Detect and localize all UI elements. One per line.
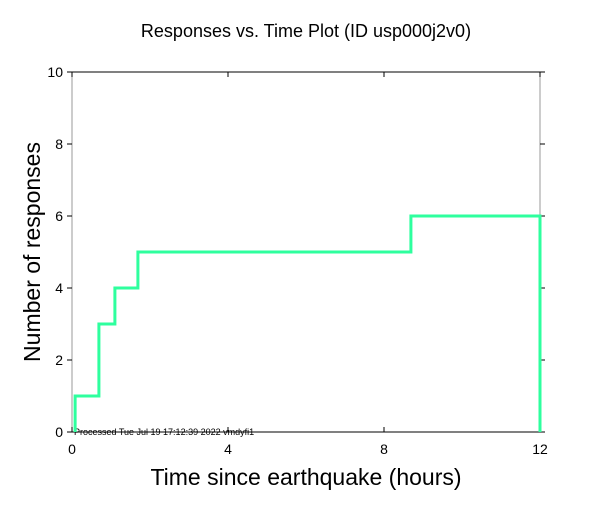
y-tick-label: 4 [55,280,63,296]
y-tick-label: 8 [55,136,63,152]
y-tick-label: 0 [55,424,63,440]
x-tick-label: 8 [380,441,388,457]
processed-annotation: Processed Tue Jul 19 17:12:39 2022 vmdyf… [74,427,254,437]
x-tick-label: 4 [224,441,232,457]
y-tick-label: 2 [55,352,63,368]
series-line-responses [73,214,542,432]
y-tick-label: 6 [55,208,63,224]
x-tick-label: 0 [68,441,76,457]
chart-title: Responses vs. Time Plot (ID usp000j2v0) [141,21,471,41]
x-axis-label: Time since earthquake (hours) [150,464,461,490]
x-tick-label: 12 [532,441,548,457]
y-tick-label: 10 [47,64,63,80]
y-axis-label: Number of responses [19,142,45,362]
